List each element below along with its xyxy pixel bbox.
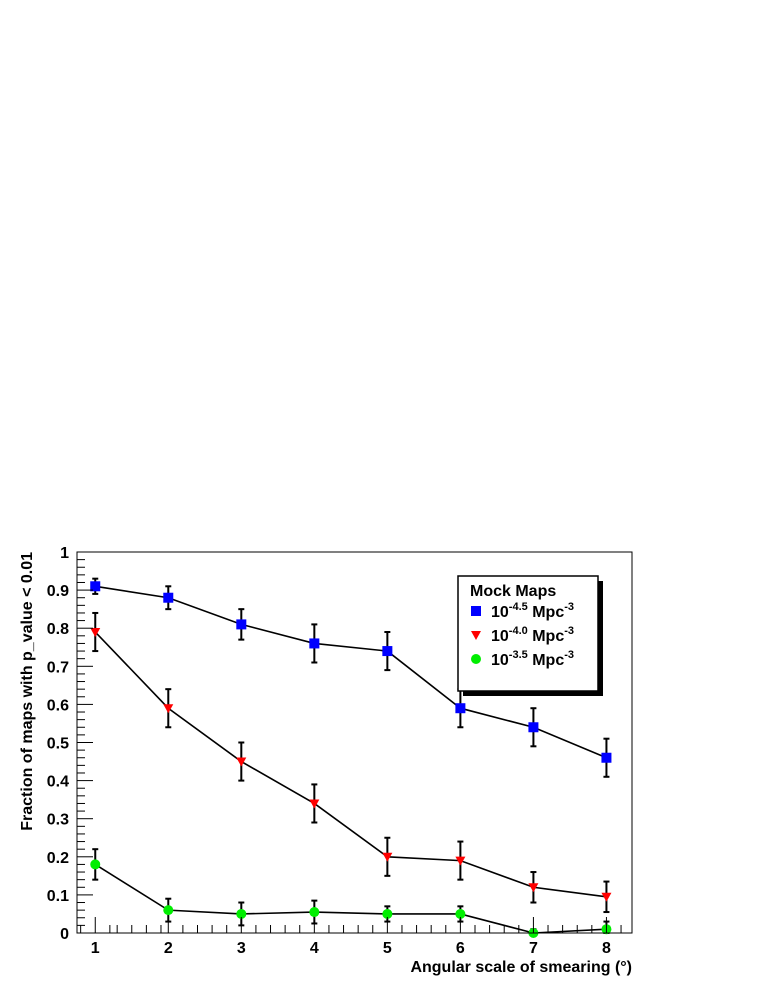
data-point: [455, 856, 466, 866]
legend-marker: [471, 606, 481, 616]
y-tick-label: 0: [60, 926, 69, 943]
legend-entry: 10-4.0 Mpc-3: [491, 625, 574, 645]
data-point: [309, 638, 320, 649]
x-tick-label: 5: [383, 940, 392, 957]
y-tick-label: 0.8: [47, 621, 69, 638]
data-point: [601, 892, 612, 902]
x-tick-label: 2: [164, 940, 173, 957]
data-point: [382, 908, 393, 919]
data-point: [90, 581, 101, 592]
y-tick-label: 1: [60, 545, 69, 562]
legend-marker: [471, 631, 481, 640]
data-point: [382, 852, 393, 862]
legend-marker: [471, 654, 481, 664]
data-point: [236, 619, 247, 630]
y-axis-label: Fraction of maps with p_value < 0.01: [19, 552, 36, 831]
x-tick-label: 1: [91, 940, 100, 957]
data-point: [163, 704, 174, 714]
data-point: [90, 628, 101, 638]
series-line: [94, 631, 607, 898]
data-point: [455, 908, 466, 919]
data-point: [455, 703, 466, 714]
x-tick-label: 7: [529, 940, 538, 957]
y-tick-label: 0.9: [47, 583, 69, 600]
series-2: [90, 611, 612, 914]
x-tick-label: 8: [602, 940, 611, 957]
data-point: [601, 752, 612, 763]
data-point: [236, 757, 247, 767]
data-point: [528, 722, 539, 733]
data-point: [163, 905, 174, 916]
x-tick-label: 3: [237, 940, 246, 957]
y-tick-label: 0.3: [47, 812, 69, 829]
data-point: [236, 908, 247, 919]
series-line: [95, 585, 607, 759]
data-point: [309, 799, 320, 809]
series-1: [90, 577, 612, 778]
data-point: [382, 646, 393, 657]
data-point: [163, 592, 174, 603]
y-tick-label: 0.2: [47, 850, 69, 867]
y-tick-label: 0.7: [47, 659, 69, 676]
series-line: [94, 863, 607, 934]
data-point: [528, 883, 539, 893]
legend-entry: 10-4.5 Mpc-3: [491, 601, 574, 621]
legend-box: [457, 575, 599, 692]
y-tick-label: 0.4: [47, 774, 69, 791]
y-tick-label: 0.6: [47, 697, 69, 714]
legend-title: Mock Maps: [470, 583, 556, 600]
data-point: [90, 859, 101, 870]
y-tick-label: 0.1: [47, 888, 69, 905]
x-tick-label: 6: [456, 940, 465, 957]
x-axis-label: Angular scale of smearing (°): [410, 959, 632, 976]
axes: 0 0.1 0.2 0.3 0.4 0.5 0.6 0.7 0.8 0.9 1 1 2 3 4 5 6 7 8: [47, 545, 622, 957]
y-tick-label: 0.5: [47, 736, 69, 753]
data-point: [309, 907, 320, 918]
legend-entry: 10-3.5 Mpc-3: [491, 649, 574, 669]
x-tick-label: 4: [310, 940, 319, 957]
